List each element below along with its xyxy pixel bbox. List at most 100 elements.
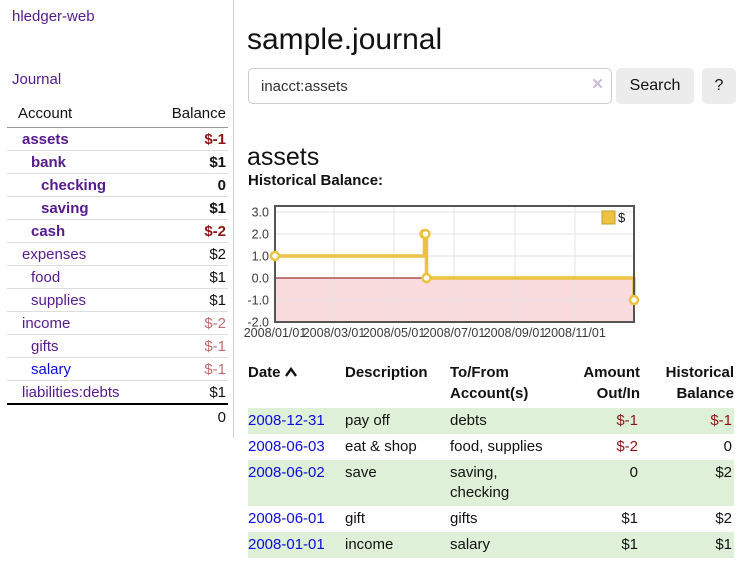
x-tick-label: 2008/01/01 bbox=[244, 326, 307, 340]
account-balance: $-1 bbox=[204, 131, 226, 148]
x-tick-label: 2008/11/01 bbox=[544, 326, 606, 340]
account-link-saving[interactable]: saving bbox=[41, 200, 89, 217]
transaction-date-link[interactable]: 2008-01-01 bbox=[248, 536, 325, 553]
transaction-accounts: gifts bbox=[450, 510, 478, 527]
account-heading: assets bbox=[247, 142, 320, 171]
data-point[interactable] bbox=[421, 272, 432, 284]
sidebar: hledger-web Journal Account Balance asse… bbox=[0, 0, 234, 438]
accounts-total-value: 0 bbox=[154, 403, 228, 429]
account-link-food[interactable]: food bbox=[31, 269, 61, 286]
transaction-balance: $2 bbox=[715, 464, 732, 481]
account-row: food $1 bbox=[7, 265, 228, 289]
account-balance: $-1 bbox=[154, 357, 228, 381]
account-balance: $-2 bbox=[154, 219, 228, 243]
table-row: 2008-01-01 income salary $1 $1 bbox=[248, 532, 734, 558]
transaction-description: income bbox=[345, 536, 394, 553]
legend-label: $ bbox=[618, 210, 626, 225]
search-button[interactable]: Search bbox=[616, 68, 694, 104]
legend-swatch bbox=[601, 210, 616, 225]
transaction-description: save bbox=[345, 464, 377, 481]
account-row: gifts $-1 bbox=[7, 334, 228, 358]
y-tick-label: 0.0 bbox=[252, 271, 269, 285]
x-tick-label: 2008/09/01 bbox=[484, 326, 547, 340]
table-row: 2008-06-02 save saving, checking 0 $2 bbox=[248, 460, 734, 506]
data-point[interactable] bbox=[269, 250, 281, 262]
account-balance: $1 bbox=[154, 288, 228, 312]
account-row: supplies $1 bbox=[7, 288, 228, 312]
transaction-amount: $1 bbox=[621, 510, 638, 527]
sidebar-item-journal[interactable]: Journal bbox=[12, 71, 62, 88]
account-link-assets[interactable]: assets bbox=[22, 131, 69, 148]
account-balance: 0 bbox=[154, 173, 228, 197]
transaction-date-link[interactable]: 2008-06-02 bbox=[248, 464, 325, 481]
historical-balance-chart[interactable]: $3.0 2.0 1.0 0.0 -1.0 -2.0 2008/01/01 2008/03/0… bbox=[244, 196, 742, 346]
account-link-gifts[interactable]: gifts bbox=[31, 338, 59, 355]
account-link-income[interactable]: income bbox=[22, 315, 71, 332]
page-title: sample.journal bbox=[247, 23, 443, 57]
plot-border bbox=[274, 205, 635, 323]
y-tick-label: 2.0 bbox=[252, 227, 269, 241]
transaction-balance: 0 bbox=[723, 438, 732, 455]
account-balance: $1 bbox=[154, 265, 228, 289]
data-point[interactable] bbox=[628, 294, 640, 306]
account-row: income $-2 bbox=[7, 311, 228, 335]
accounts-total-row: 0 bbox=[7, 403, 228, 429]
account-row: cash $-2 bbox=[7, 219, 228, 243]
app-title-link[interactable]: hledger-web bbox=[12, 8, 95, 25]
balance-chart[interactable]: $3.0 2.0 1.0 0.0 -1.0 -2.02008/01/012008/03/0… bbox=[244, 196, 742, 346]
accounts-table: Account Balance assets $-1 bank $1 checking 0… bbox=[7, 102, 228, 429]
transaction-date-link[interactable]: 2008-06-03 bbox=[248, 438, 325, 455]
accounts-col-balance: Balance bbox=[154, 102, 228, 128]
account-balance: $1 bbox=[154, 150, 228, 174]
transaction-amount: $1 bbox=[621, 536, 638, 553]
account-rows: assets $-1 bank $1 checking 0 saving $1 cash $-2 e… bbox=[7, 128, 228, 404]
clear-search-icon[interactable]: × bbox=[592, 74, 604, 95]
transaction-amount: $-2 bbox=[616, 438, 638, 455]
register-table: Date Description To/From Account(s) Amou… bbox=[248, 360, 734, 558]
account-link-supplies[interactable]: supplies bbox=[31, 292, 87, 309]
account-balance: $1 bbox=[154, 196, 228, 220]
account-balance: $-2 bbox=[154, 311, 228, 335]
transaction-description: eat & shop bbox=[345, 438, 417, 455]
account-row: salary $-1 bbox=[7, 357, 228, 381]
transaction-description: gift bbox=[345, 510, 366, 527]
account-link-expenses[interactable]: expenses bbox=[22, 246, 87, 263]
account-row: saving $1 bbox=[7, 196, 228, 220]
y-tick-label: 1.0 bbox=[252, 249, 269, 263]
y-tick-label: 3.0 bbox=[252, 205, 269, 219]
search-input[interactable] bbox=[248, 68, 612, 104]
transaction-balance: $-1 bbox=[710, 412, 732, 429]
transaction-balance: $1 bbox=[715, 536, 732, 553]
account-link-bank[interactable]: bank bbox=[31, 154, 67, 171]
transaction-date-link[interactable]: 2008-06-01 bbox=[248, 510, 325, 527]
account-link-cash[interactable]: cash bbox=[31, 223, 66, 240]
register-header-row: Date Description To/From Account(s) Amou… bbox=[248, 360, 734, 408]
transaction-accounts: debts bbox=[450, 412, 487, 429]
col-header-tofrom: To/From Account(s) bbox=[450, 364, 529, 402]
transaction-amount: 0 bbox=[629, 464, 638, 481]
transaction-accounts: salary bbox=[450, 536, 491, 553]
col-header-amount: Amount Out/In bbox=[583, 364, 640, 402]
chart-heading: Historical Balance: bbox=[248, 172, 384, 189]
transaction-amount: $-1 bbox=[616, 412, 638, 429]
help-button[interactable]: ? bbox=[702, 68, 736, 104]
account-row: liabilities:debts $1 bbox=[7, 380, 228, 404]
transaction-date-link[interactable]: 2008-12-31 bbox=[248, 412, 325, 429]
x-tick-label: 2008/05/01 bbox=[363, 326, 426, 340]
account-link-liabilities-debts[interactable]: liabilities:debts bbox=[22, 384, 120, 401]
col-header-date[interactable]: Date bbox=[248, 360, 345, 408]
transaction-balance: $2 bbox=[715, 510, 732, 527]
account-row: checking 0 bbox=[7, 173, 228, 197]
account-link-salary[interactable]: salary bbox=[31, 361, 72, 378]
x-tick-label: 2008/03/01 bbox=[303, 326, 366, 340]
account-balance: $2 bbox=[154, 242, 228, 266]
data-point[interactable] bbox=[420, 228, 431, 240]
y-tick-label: -1.0 bbox=[247, 293, 269, 307]
account-link-checking[interactable]: checking bbox=[41, 177, 107, 194]
transaction-accounts: food, supplies bbox=[450, 438, 543, 455]
col-header-balance: Historical Balance bbox=[665, 364, 734, 402]
account-row: assets $-1 bbox=[7, 128, 228, 151]
account-balance: $1 bbox=[154, 380, 228, 404]
col-header-description: Description bbox=[345, 364, 428, 381]
accounts-col-account: Account bbox=[7, 102, 155, 128]
